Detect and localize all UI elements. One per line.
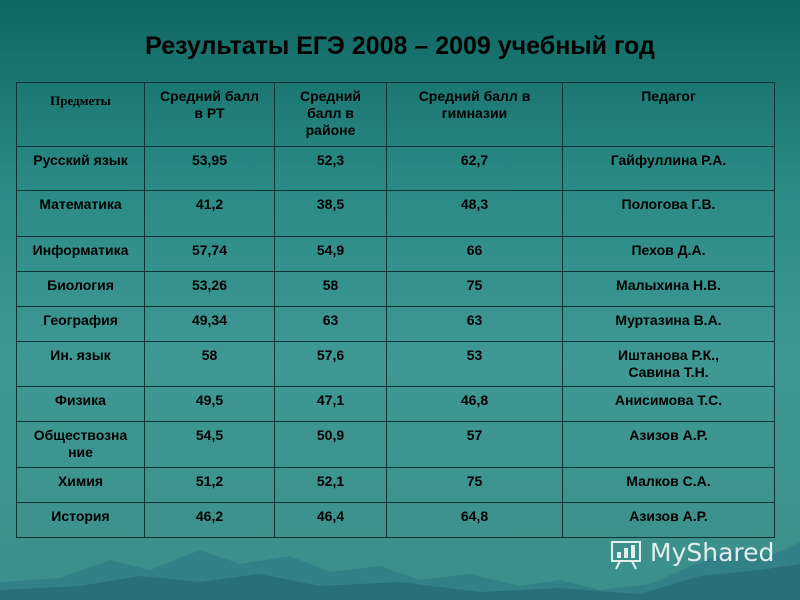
column-header-avg-gymnasium: Средний балл в гимназии <box>386 82 563 147</box>
cell-avg-gymnasium: 48,3 <box>386 190 563 237</box>
table-row: Биология 53,26 58 75 Малыхина Н.В. <box>16 271 775 307</box>
cell-avg-gymnasium: 75 <box>386 271 563 307</box>
cell-avg-gymnasium: 66 <box>386 236 563 272</box>
cell-avg-rt: 49,5 <box>144 386 275 422</box>
presentation-board-icon <box>611 541 641 570</box>
cell-avg-gymnasium: 63 <box>386 306 563 342</box>
cell-avg-rt: 54,5 <box>144 421 275 468</box>
cell-avg-rt: 57,74 <box>144 236 275 272</box>
column-header-avg-district: Средний балл в районе <box>274 82 387 147</box>
cell-teacher: Гайфуллина Р.А. <box>562 146 775 191</box>
table-row: Русский язык 53,95 52,3 62,7 Гайфуллина Р.А. <box>16 146 775 191</box>
table-row: Физика 49,5 47,1 46,8 Анисимова Т.С. <box>16 386 775 422</box>
cell-avg-district: 52,1 <box>274 467 387 503</box>
column-header-teacher: Педагог <box>562 82 775 147</box>
cell-subject: Физика <box>16 386 145 422</box>
cell-avg-district: 46,4 <box>274 502 387 538</box>
cell-subject: Химия <box>16 467 145 503</box>
cell-avg-gymnasium: 62,7 <box>386 146 563 191</box>
cell-teacher: Азизов А.Р. <box>562 421 775 468</box>
cell-avg-gymnasium: 75 <box>386 467 563 503</box>
cell-avg-rt: 58 <box>144 341 275 387</box>
cell-subject: География <box>16 306 145 342</box>
watermark: MyShared <box>610 538 790 572</box>
watermark-text: MyShared <box>650 538 775 567</box>
cell-teacher: Пехов Д.А. <box>562 236 775 272</box>
cell-subject: Обществозна ние <box>16 421 145 468</box>
cell-subject: Математика <box>16 190 145 237</box>
cell-avg-gymnasium: 53 <box>386 341 563 387</box>
cell-avg-district: 52,3 <box>274 146 387 191</box>
cell-subject: Русский язык <box>16 146 145 191</box>
table-row: География 49,34 63 63 Муртазина В.А. <box>16 306 775 342</box>
cell-avg-rt: 41,2 <box>144 190 275 237</box>
column-header-subject: Предметы <box>16 82 145 147</box>
cell-avg-rt: 51,2 <box>144 467 275 503</box>
cell-avg-district: 58 <box>274 271 387 307</box>
cell-avg-district: 54,9 <box>274 236 387 272</box>
table-row: Обществозна ние 54,5 50,9 57 Азизов А.Р. <box>16 421 775 468</box>
cell-avg-rt: 53,95 <box>144 146 275 191</box>
cell-teacher: Малыхина Н.В. <box>562 271 775 307</box>
cell-avg-rt: 49,34 <box>144 306 275 342</box>
column-header-avg-rt: Средний балл в РТ <box>144 82 275 147</box>
cell-avg-rt: 46,2 <box>144 502 275 538</box>
cell-avg-district: 47,1 <box>274 386 387 422</box>
cell-avg-district: 50,9 <box>274 421 387 468</box>
table-row: Ин. язык 58 57,6 53 Иштанова Р.К., Савина Т.Н… <box>16 341 775 387</box>
cell-avg-district: 63 <box>274 306 387 342</box>
cell-teacher: Муртазина В.А. <box>562 306 775 342</box>
cell-teacher: Пологова Г.В. <box>562 190 775 237</box>
table-row: Информатика 57,74 54,9 66 Пехов Д.А. <box>16 236 775 272</box>
cell-subject: История <box>16 502 145 538</box>
cell-teacher: Малков С.А. <box>562 467 775 503</box>
cell-subject: Биология <box>16 271 145 307</box>
cell-avg-gymnasium: 46,8 <box>386 386 563 422</box>
cell-avg-rt: 53,26 <box>144 271 275 307</box>
table-row: Математика 41,2 38,5 48,3 Пологова Г.В. <box>16 190 775 237</box>
cell-avg-district: 57,6 <box>274 341 387 387</box>
table-row: История 46,2 46,4 64,8 Азизов А.Р. <box>16 502 775 538</box>
page-title: Результаты ЕГЭ 2008 – 2009 учебный год <box>145 32 655 60</box>
cell-teacher: Анисимова Т.С. <box>562 386 775 422</box>
cell-teacher: Азизов А.Р. <box>562 502 775 538</box>
cell-avg-district: 38,5 <box>274 190 387 237</box>
table-row: Химия 51,2 52,1 75 Малков С.А. <box>16 467 775 503</box>
cell-avg-gymnasium: 64,8 <box>386 502 563 538</box>
cell-subject: Информатика <box>16 236 145 272</box>
mountains-decoration <box>0 542 800 600</box>
cell-subject: Ин. язык <box>16 341 145 387</box>
cell-avg-gymnasium: 57 <box>386 421 563 468</box>
cell-teacher: Иштанова Р.К., Савина Т.Н. <box>562 341 775 387</box>
